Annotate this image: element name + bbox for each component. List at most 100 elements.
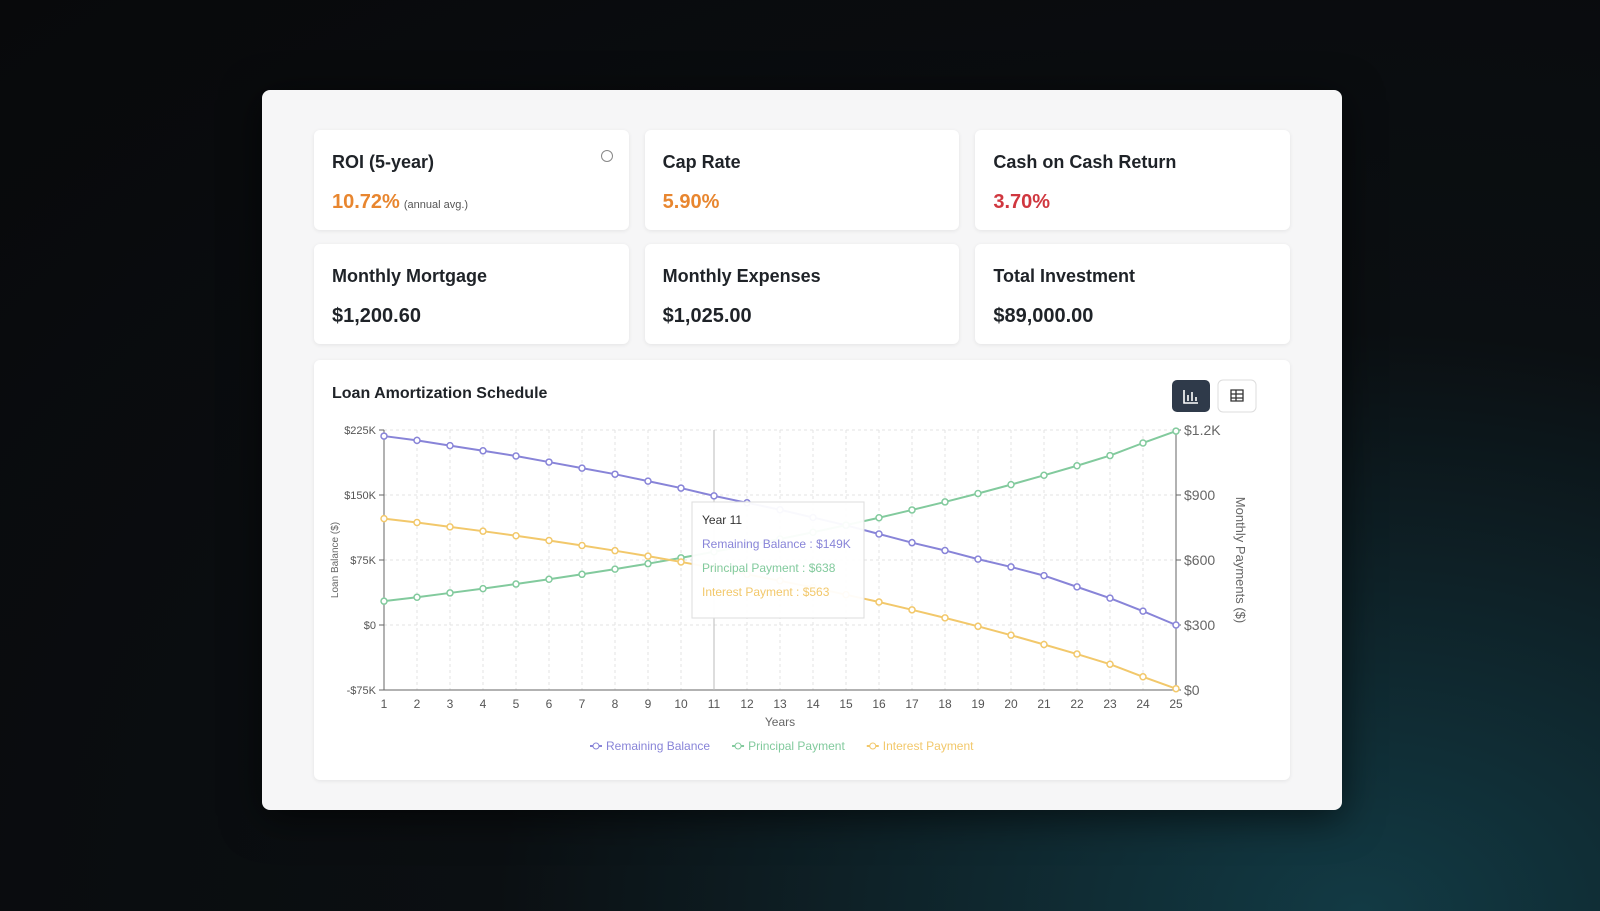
data-point [1106, 594, 1114, 602]
metric-value: $89,000.00 [993, 305, 1094, 327]
data-point [578, 464, 586, 472]
metric-title: Monthly Expenses [662, 266, 821, 286]
data-point [380, 514, 388, 523]
tooltip-box [691, 501, 865, 619]
data-point [512, 531, 520, 540]
metric-value-row: $1,025.00 [663, 305, 942, 328]
table-view-button[interactable] [1217, 379, 1257, 413]
data-point [1040, 471, 1048, 480]
chart-button-bg[interactable] [1172, 380, 1210, 412]
legend-marker [869, 742, 877, 750]
chart-view-button[interactable] [1172, 380, 1210, 412]
legend-label: Principal Payment [748, 739, 845, 753]
x-tick-label: 4 [480, 697, 487, 711]
data-point [479, 447, 487, 455]
data-point [1007, 480, 1015, 489]
data-point [446, 589, 454, 597]
x-tick-label: 21 [1037, 697, 1051, 711]
y2-axis-title: Monthly Payments ($) [1233, 497, 1248, 623]
tooltip-title: Year 11 [702, 513, 742, 527]
data-point [1073, 462, 1081, 470]
y-tick-label: $225K [344, 425, 376, 437]
data-point [974, 555, 982, 563]
metric-value: $1,200.60 [332, 305, 421, 327]
tooltip: Year 11 Remaining Balance : $149K Principa… [691, 501, 865, 619]
y2-tick-label: $1.2K [1184, 422, 1221, 438]
table-icon[interactable] [1230, 389, 1244, 402]
data-point [908, 606, 916, 614]
tooltip-line: Principal Payment : $638 [702, 561, 836, 575]
legend-item: Remaining Balance [590, 739, 710, 753]
y2-tick-label: $600 [1184, 552, 1215, 568]
tooltip-line: Interest Payment : $563 [702, 585, 830, 599]
data-point [1139, 607, 1147, 615]
metric-title: ROI (5-year) [332, 152, 435, 172]
chart-title: Loan Amortization Schedule [332, 385, 548, 402]
chart-icon[interactable] [1183, 390, 1198, 404]
legend-marker [592, 742, 600, 750]
dashboard-panel: ROI (5-year) 10.72% (annual avg.) Cap Rate 5… [262, 90, 1342, 810]
table-button-bg[interactable] [1217, 379, 1257, 413]
y-tick-label: $150K [344, 490, 376, 502]
metric-value-row: $1,200.60 [332, 305, 611, 328]
data-point [875, 530, 883, 538]
chart-card: Loan Amortization Schedule -$75K $0 $75K $1… [314, 360, 1290, 780]
y2-tick-label: $0 [1184, 682, 1200, 698]
data-point [1073, 583, 1081, 591]
x-tick-label: 20 [1004, 697, 1018, 711]
x-tick-label: 25 [1169, 697, 1183, 711]
tooltip-line: Remaining Balance : $149K [702, 537, 851, 551]
x-tick-label: 16 [872, 697, 886, 711]
x-tick-label: 18 [938, 697, 952, 711]
y-axis-title: Loan Balance ($) [330, 522, 341, 598]
metric-value: 5.90% [662, 191, 720, 213]
data-point [611, 546, 619, 555]
metric-value: $1,025.00 [662, 305, 752, 327]
data-point [479, 527, 487, 535]
data-point [413, 436, 421, 445]
x-tick-label: 10 [674, 697, 688, 711]
x-axis-title: Years [765, 715, 795, 729]
metric-note: (annual avg.) [403, 199, 469, 211]
data-point [1007, 631, 1015, 639]
x-tick-label: 12 [740, 697, 754, 711]
metric-card: Total Investment $89,000.00 [975, 244, 1290, 344]
data-point [1139, 673, 1147, 681]
data-point [413, 593, 421, 602]
data-point [578, 570, 586, 579]
info-icon [600, 150, 613, 162]
data-point [941, 498, 949, 506]
data-point [644, 477, 652, 485]
x-tick-label: 11 [708, 697, 721, 711]
x-tick-label: 13 [773, 697, 787, 711]
data-point [1040, 640, 1048, 649]
data-point [1073, 650, 1081, 658]
metric-title: Cap Rate [662, 152, 741, 172]
data-point [644, 552, 652, 560]
x-tick-label: 6 [546, 697, 553, 711]
data-point [1106, 660, 1114, 668]
x-tick-label: 1 [381, 697, 388, 711]
metric-card: Monthly Mortgage $1,200.60 [314, 244, 629, 344]
data-point [974, 622, 982, 631]
metric-value: 3.70% [993, 191, 1051, 213]
y-tick-label: $75K [350, 555, 376, 567]
data-point [710, 492, 718, 500]
data-point [1040, 571, 1048, 580]
data-point [875, 514, 883, 522]
data-point [1172, 684, 1180, 693]
data-point [611, 565, 619, 573]
metric-cards: ROI (5-year) 10.72% (annual avg.) Cap Rate 5… [314, 130, 1290, 344]
legend-item: Principal Payment [732, 739, 845, 753]
legend-label: Remaining Balance [606, 739, 710, 753]
x-tick-label: 22 [1070, 697, 1084, 711]
metric-card: Monthly Expenses $1,025.00 [644, 244, 960, 344]
y2-tick-label: $900 [1184, 487, 1215, 503]
metric-title: Cash on Cash Return [993, 152, 1177, 172]
metric-value: 10.72% [332, 191, 400, 213]
metric-title: Monthly Mortgage [332, 266, 487, 286]
metric-value-row: $89,000.00 [993, 305, 1272, 328]
data-point [545, 536, 553, 545]
data-point [677, 558, 685, 566]
